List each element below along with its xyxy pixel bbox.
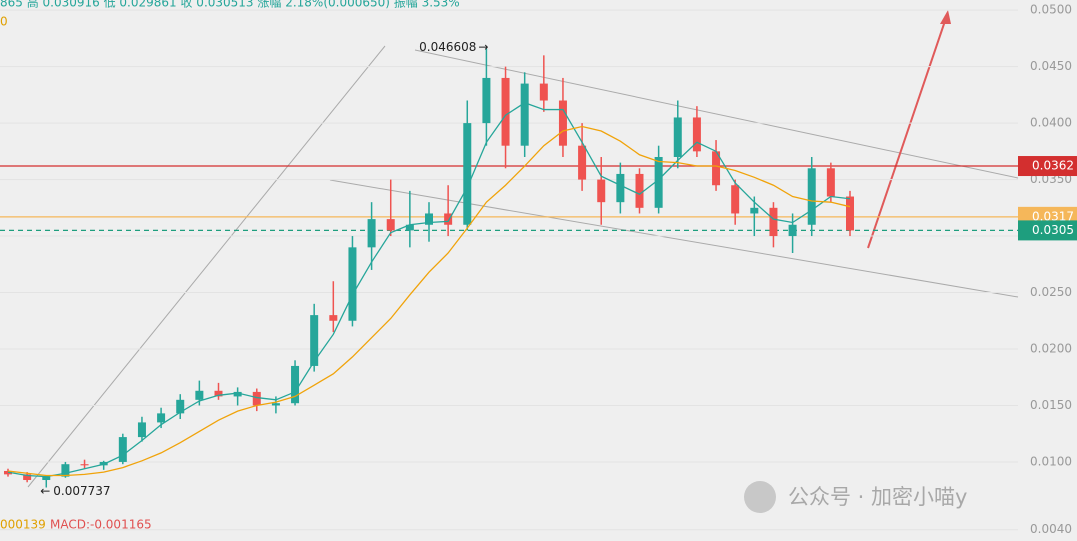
candle-body (291, 365, 300, 404)
level-label: 0.0305 (1032, 223, 1074, 237)
candle-body (482, 77, 491, 124)
candle-body (846, 196, 854, 231)
y-tick-label: 0.0100 (1030, 454, 1072, 468)
candle-body (157, 413, 166, 423)
candle-body (271, 403, 280, 406)
candle-body (367, 219, 376, 248)
y-tick-label: 0.0400 (1030, 116, 1072, 130)
moving-average (7, 125, 851, 477)
candle-body (769, 207, 778, 237)
y-tick-label: 0.0250 (1030, 285, 1072, 299)
candle-body (118, 437, 127, 462)
y-tick-label: 0.0040 (1030, 522, 1072, 536)
candle-body (654, 156, 663, 208)
moving-average (7, 102, 851, 478)
candle-body (405, 224, 414, 231)
candle-body (348, 247, 357, 321)
candle-body (23, 474, 32, 481)
candle-body (539, 83, 548, 101)
candle-body (616, 173, 625, 203)
candle-body (463, 123, 472, 225)
candle-body (195, 390, 204, 400)
candle-body (444, 213, 453, 225)
watermark-icon (744, 481, 776, 513)
forecast-arrow-head (940, 10, 951, 24)
candle-body (425, 213, 433, 225)
level-tag (1018, 220, 1077, 241)
candle-body (214, 390, 223, 397)
y-tick-label: 0.0500 (1030, 3, 1072, 17)
plot (0, 9, 1018, 531)
candle-body (137, 422, 146, 438)
candle-body (252, 391, 261, 406)
candle-body (176, 399, 185, 414)
candle-body (731, 185, 740, 214)
y-tick-label: 0.0200 (1030, 341, 1072, 355)
y-tick-label: 0.0150 (1030, 398, 1072, 412)
candle-body (520, 83, 529, 146)
channel-lower (329, 179, 1019, 298)
level-label: 0.0362 (1032, 159, 1074, 173)
candle-body (233, 391, 242, 397)
level-tag (1018, 156, 1077, 177)
candle-body (635, 173, 644, 208)
candle-body (61, 464, 70, 477)
candle-body (826, 168, 835, 197)
candle-body (558, 100, 567, 146)
forecast-arrow (867, 17, 947, 249)
ohlc-header: 865 高 0.030916 低 0.029861 收 0.030513 涨幅 … (0, 0, 460, 10)
footer-value: 000139 (0, 518, 46, 532)
low-annotation: 0.007737 (53, 484, 110, 498)
arrow: ← (40, 484, 50, 498)
indicator-fragment: 0 (0, 15, 8, 29)
candle-body (42, 476, 51, 481)
candle-body (788, 224, 797, 237)
candle-body (673, 117, 682, 157)
level-label: 0.0317 (1032, 209, 1074, 223)
footer-macd: MACD:-0.001165 (50, 518, 152, 532)
arrow: → (478, 40, 488, 54)
channel-upper (414, 49, 1019, 179)
candle-body (386, 219, 395, 231)
candle-body (578, 145, 587, 180)
high-annotation: 0.046608 (419, 40, 476, 54)
candle-body (597, 179, 606, 203)
trend-line (27, 45, 386, 488)
candle-body (750, 207, 759, 214)
candle-body (501, 77, 510, 146)
candle-body (807, 168, 816, 225)
candle-body (712, 151, 721, 186)
candle-body (329, 315, 338, 321)
y-tick-label: 0.0450 (1030, 59, 1072, 73)
candle-body (310, 315, 319, 366)
watermark: 公众号 · 加密小喵y (788, 485, 967, 509)
candle-body (80, 464, 89, 466)
candle-body (692, 117, 701, 152)
